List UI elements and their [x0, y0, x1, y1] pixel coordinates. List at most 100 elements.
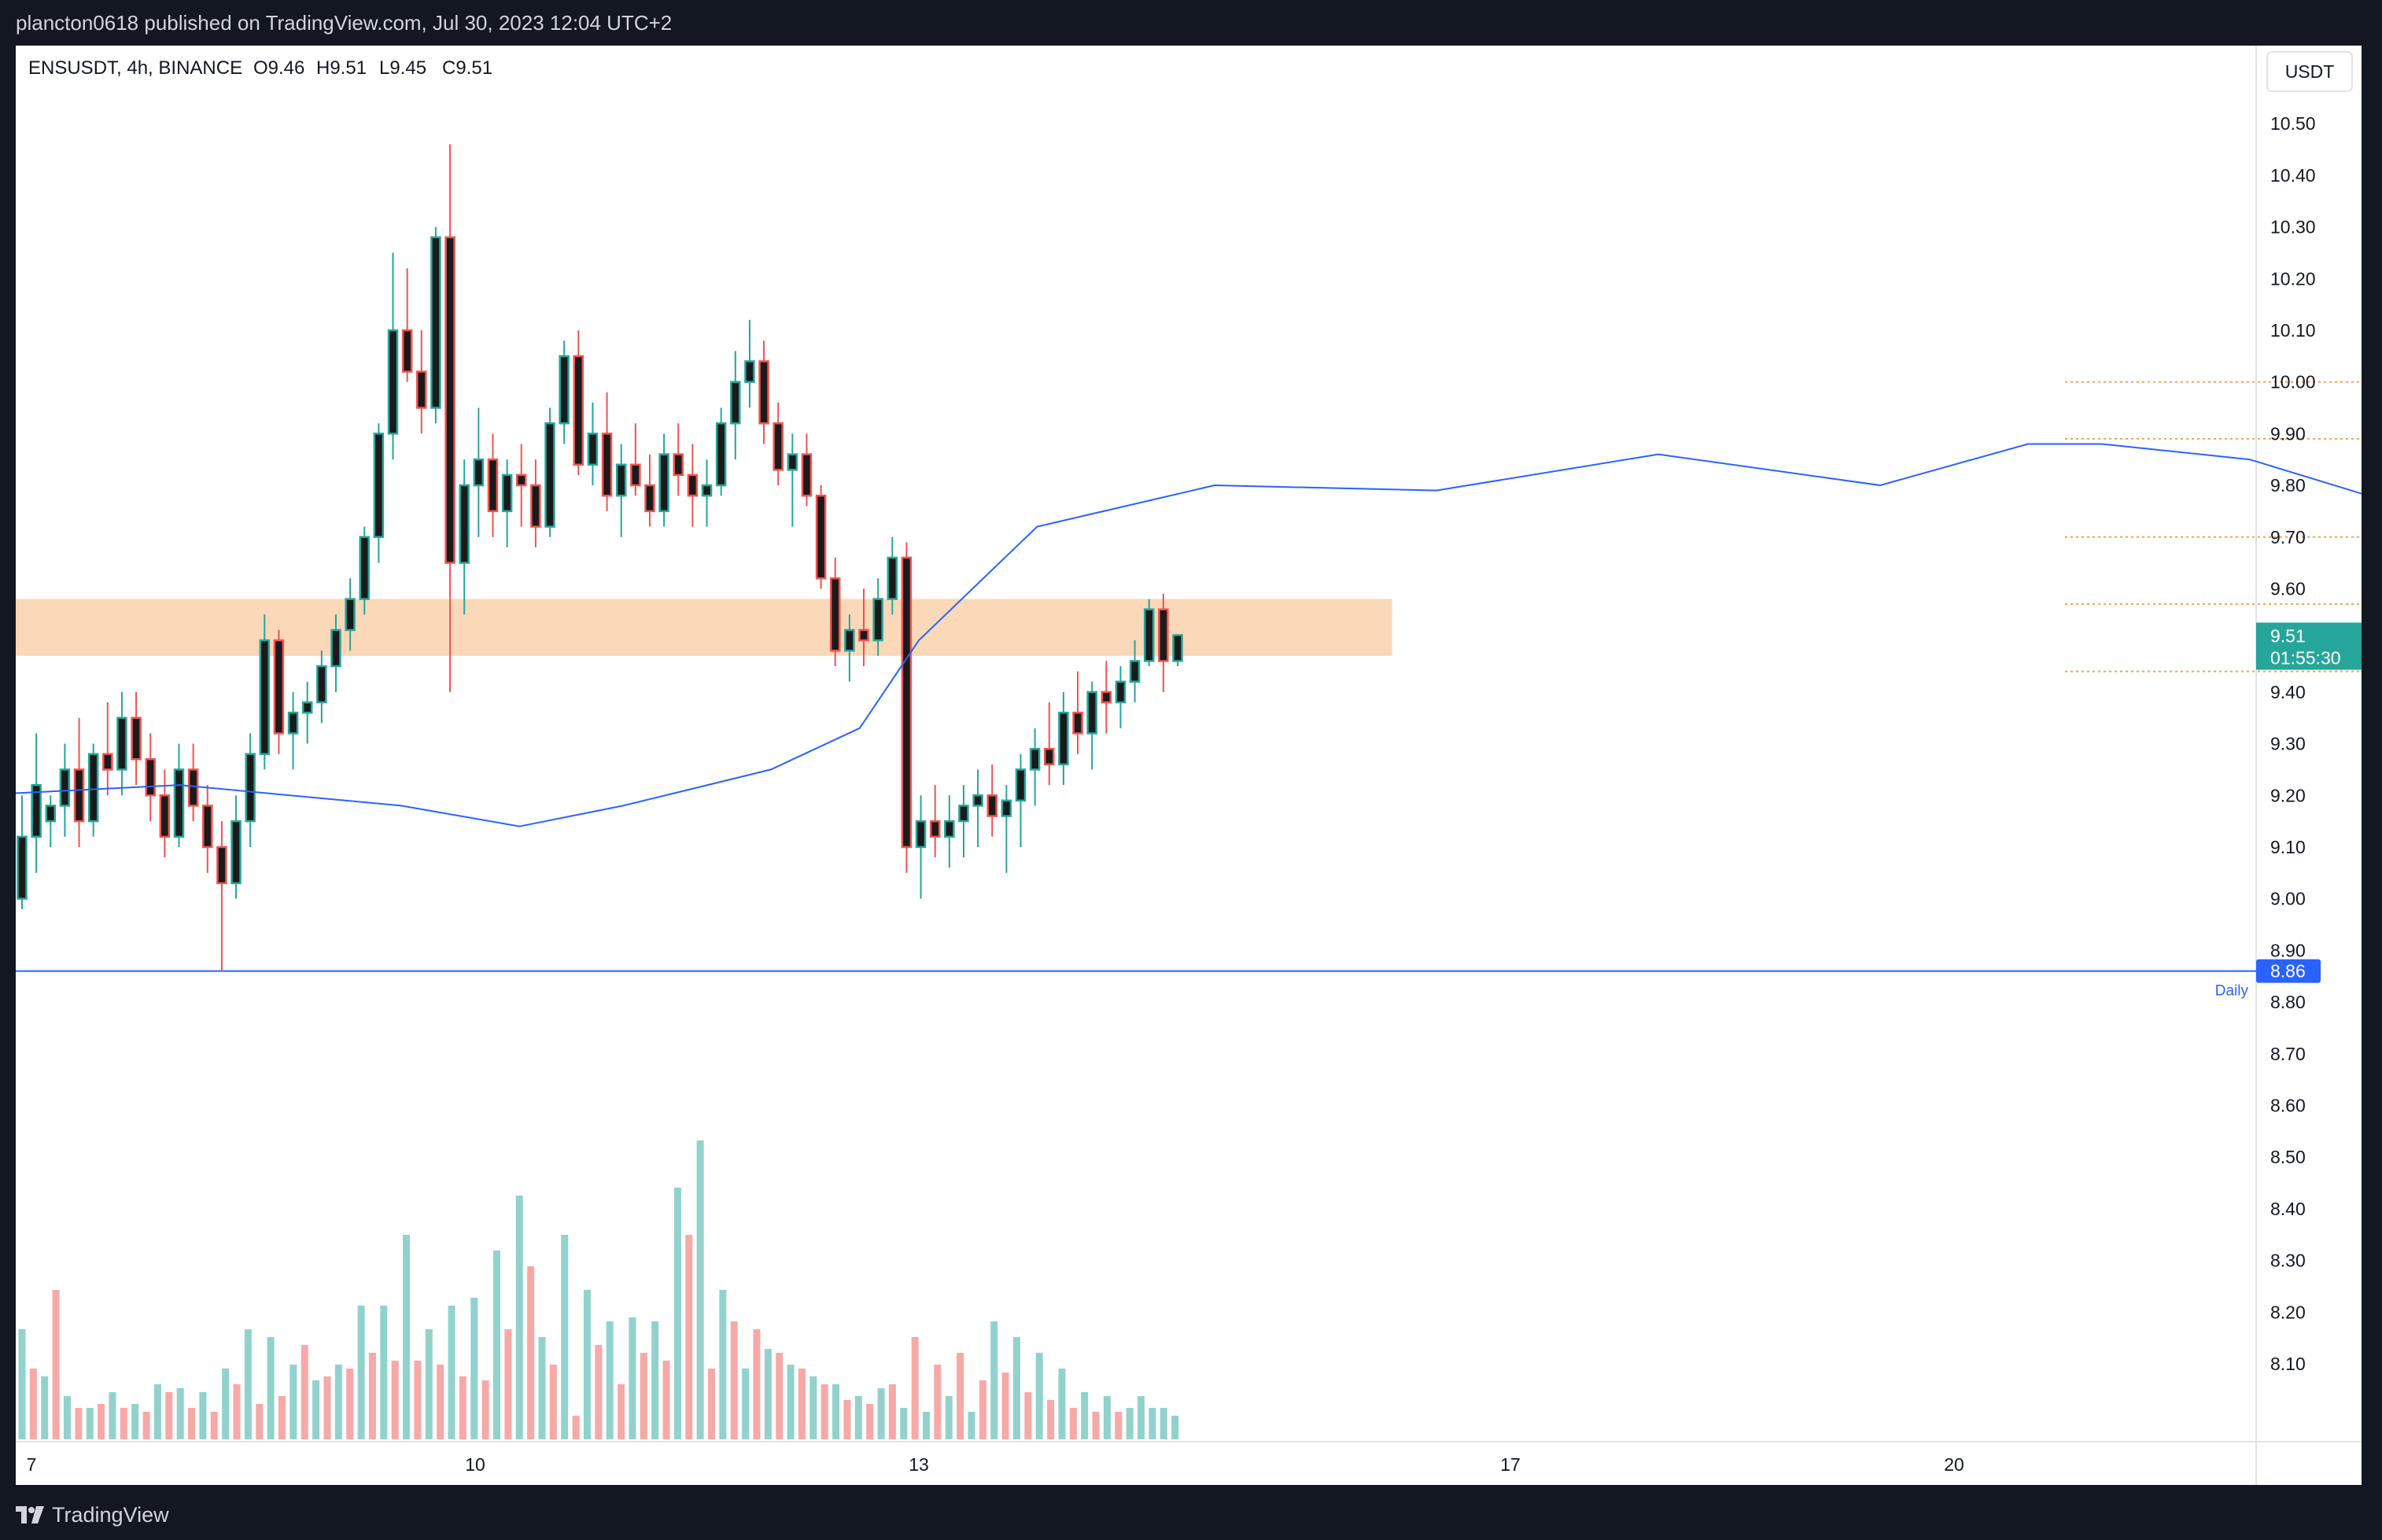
volume-bar-up [289, 1365, 297, 1439]
candle-down [1158, 608, 1169, 662]
currency-label: USDT [2285, 61, 2335, 82]
price-tick: 9.10 [2270, 837, 2306, 857]
price-badge [2256, 622, 2362, 670]
volume-bar-down [98, 1404, 105, 1439]
volume-bar-down [798, 1369, 806, 1439]
price-tick: 8.60 [2270, 1095, 2306, 1115]
volume-bar-up [1103, 1396, 1111, 1439]
volume-bar-down [1069, 1408, 1077, 1439]
volume-bar-down [866, 1404, 874, 1439]
candle-down [673, 453, 684, 477]
volume-bar-up [1035, 1353, 1043, 1439]
volume-bar-up [719, 1290, 727, 1439]
volume-bar-up [854, 1396, 862, 1439]
candle-down [858, 628, 869, 642]
candle-down [273, 639, 285, 735]
price-badge-value: 9.51 [2270, 626, 2306, 647]
volume-bar-up [629, 1317, 636, 1439]
candle-up [316, 665, 327, 704]
volume-bar-up [968, 1412, 975, 1439]
volume-bar-up [923, 1412, 931, 1439]
price-tick: 8.50 [2270, 1147, 2306, 1167]
time-tick: 13 [909, 1454, 929, 1475]
volume-bar-down [708, 1369, 716, 1439]
price-tick: 8.90 [2270, 940, 2306, 960]
candle-up [359, 536, 371, 600]
time-axis[interactable]: 7101317202427Aug471014172 [27, 1454, 2362, 1475]
volume-bar-up [380, 1306, 388, 1439]
chart-area[interactable]: 0.886(10.00)0.786(9.89)0.618(9.70)0.5(9.… [0, 46, 2382, 1485]
volume-bar-up [199, 1392, 207, 1439]
candle-up [259, 639, 271, 755]
candle-up [715, 422, 727, 487]
volume-bar-down [685, 1235, 693, 1439]
price-tick: 10.10 [2270, 320, 2316, 341]
volume-bar-up [696, 1140, 704, 1439]
volume-bar-down [233, 1384, 241, 1439]
price-badge-countdown: 01:55:30 [2270, 648, 2341, 669]
volume-bar-down [120, 1408, 127, 1439]
candle-up [787, 453, 798, 471]
candle-up [944, 820, 955, 838]
price-tick: 8.30 [2270, 1251, 2306, 1271]
volume-bar-up [357, 1306, 365, 1439]
volume-bar-down [368, 1353, 376, 1439]
volume-bar-down [618, 1384, 625, 1439]
volume-bar-down [934, 1365, 942, 1439]
candle-up [87, 753, 99, 823]
volume-bar-down [776, 1353, 784, 1439]
volume-bar-up [492, 1251, 500, 1439]
legend-close: C9.51 [442, 57, 492, 79]
volume-bar-up [561, 1235, 569, 1439]
price-tick: 10.20 [2270, 268, 2316, 289]
candle-up [1172, 634, 1183, 662]
candle-up [245, 753, 256, 823]
supply-zone-layer [0, 599, 1392, 656]
volume-bar-up [515, 1196, 523, 1439]
price-tick: 9.60 [2270, 578, 2306, 599]
volume-bar-up [448, 1306, 455, 1439]
volume-bar-down [75, 1408, 83, 1439]
footer: TradingView [0, 1485, 2382, 1540]
candle-up [59, 768, 71, 807]
support-line-layer[interactable]: Daily [16, 970, 2256, 1000]
candle-up [345, 598, 356, 632]
volume-bar-down [640, 1353, 647, 1439]
volume-bar-down [481, 1380, 489, 1439]
candle-down [829, 577, 841, 652]
volume-bar-up [222, 1369, 230, 1439]
volume-bar-down [888, 1384, 896, 1439]
price-axis[interactable]: 10.6010.5010.4010.3010.2010.1010.009.909… [2256, 61, 2362, 1374]
currency-button[interactable]: USDT [2266, 51, 2353, 92]
chart-svg[interactable]: 0.886(10.00)0.786(9.89)0.618(9.70)0.5(9.… [0, 46, 2382, 1485]
support-badge-value: 8.86 [2270, 961, 2306, 982]
candle-up [658, 453, 669, 513]
time-tick: 20 [1944, 1454, 1964, 1475]
candle-up [1029, 747, 1041, 771]
volume-bar-down [1001, 1372, 1009, 1439]
tradingview-logo[interactable]: TradingView [16, 1501, 169, 1529]
candle-down [772, 422, 784, 471]
volume-bar-down [979, 1380, 986, 1439]
price-tick: 9.40 [2270, 682, 2306, 702]
candle-up [31, 783, 42, 838]
candle-up [587, 433, 599, 466]
candle-up [615, 463, 627, 497]
volume-bar-up [312, 1380, 320, 1439]
candle-up [915, 820, 927, 849]
time-tick: 10 [465, 1454, 485, 1475]
price-tick: 8.10 [2270, 1354, 2306, 1374]
candle-up [1001, 799, 1012, 817]
volume-bar-up [673, 1188, 681, 1439]
volume-bar-down [323, 1376, 331, 1439]
candle-down [986, 794, 997, 817]
volume-bar-up [1012, 1337, 1020, 1439]
candle-up [373, 433, 385, 538]
volume-bar-up [538, 1337, 546, 1439]
volume-bar-up [809, 1376, 817, 1439]
volume-bar-up [153, 1384, 161, 1439]
moving-average [0, 443, 2382, 827]
volume-bar-down [391, 1361, 399, 1439]
volume-bar-up [742, 1369, 750, 1439]
candle-up [544, 422, 555, 528]
